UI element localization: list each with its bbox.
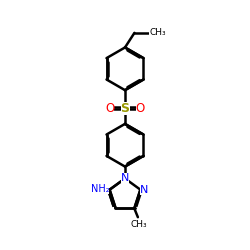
Text: O: O [105,102,114,115]
Text: N: N [140,185,148,195]
Text: NH₂: NH₂ [91,184,110,194]
Text: O: O [136,102,145,115]
Text: N: N [121,173,129,183]
Text: CH₃: CH₃ [149,28,166,37]
Text: CH₃: CH₃ [131,220,147,229]
Text: S: S [120,102,130,115]
